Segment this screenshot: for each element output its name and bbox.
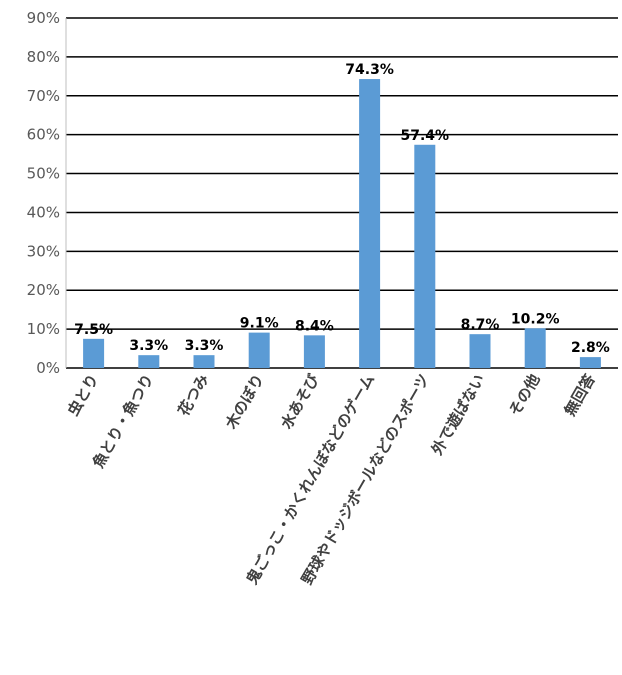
data-label: 8.7%: [461, 317, 500, 333]
data-label: 74.3%: [345, 62, 394, 78]
bar: [138, 355, 160, 368]
data-label: 8.4%: [295, 318, 334, 334]
x-tick-label: 無回答: [561, 370, 600, 419]
x-tick-label: 外で遊ばない: [427, 371, 488, 459]
data-label: 2.8%: [571, 340, 610, 356]
data-label: 57.4%: [401, 128, 450, 144]
y-tick-label: 60%: [27, 126, 60, 144]
bars: [83, 79, 601, 369]
x-tick-label: 水あそび: [277, 371, 323, 432]
y-tick-label: 0%: [36, 359, 60, 377]
bar: [469, 334, 491, 368]
x-tick-label: 花つみ: [174, 371, 212, 419]
y-tick-label: 70%: [27, 87, 60, 105]
data-label: 3.3%: [129, 338, 168, 354]
data-label: 9.1%: [240, 316, 279, 332]
data-labels: 7.5% 3.3% 3.3% 9.1% 8.4% 74.3% 57.4% 8.7% 10.2% 2…: [74, 62, 610, 356]
bar: [303, 335, 325, 368]
y-tick-label: 90%: [27, 9, 60, 27]
y-tick-label: 10%: [27, 320, 60, 338]
y-tick-label: 50%: [27, 165, 60, 183]
bar: [414, 144, 436, 368]
x-tick-label: 木のぼり: [222, 371, 268, 433]
bar: [359, 79, 381, 369]
x-tick-label: 虫とり: [64, 371, 102, 419]
bar: [248, 332, 270, 368]
y-tick-label: 30%: [27, 242, 60, 260]
bar: [83, 338, 105, 368]
bar: [524, 328, 546, 368]
x-tick-label: その他: [506, 371, 544, 419]
x-tick-label: 魚とり・魚つり: [89, 371, 157, 471]
bar: [193, 355, 215, 368]
data-label: 3.3%: [185, 338, 224, 354]
y-tick-label: 20%: [27, 281, 60, 299]
y-tick-label: 80%: [27, 48, 60, 66]
y-axis: 0% 10% 20% 30% 40% 50% 60% 70% 80% 90%: [27, 9, 60, 377]
bar: [579, 357, 601, 368]
gridlines: [66, 17, 618, 369]
data-label: 7.5%: [74, 322, 113, 338]
y-tick-label: 40%: [27, 203, 60, 221]
data-label: 10.2%: [511, 311, 560, 327]
